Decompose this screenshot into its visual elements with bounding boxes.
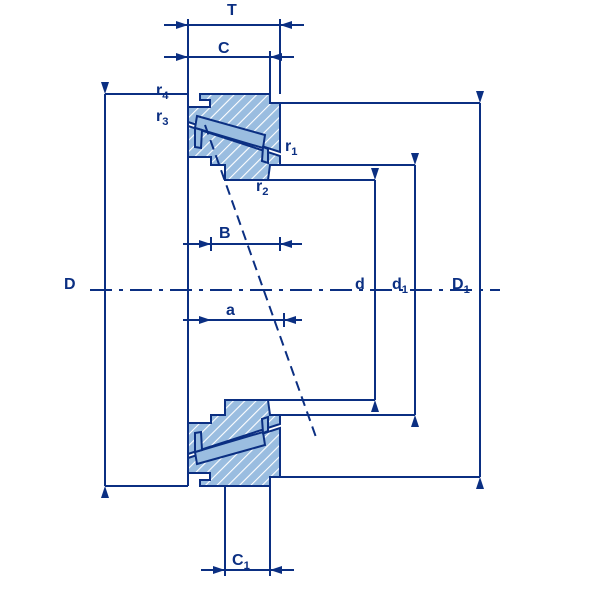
label-C: C bbox=[218, 40, 230, 58]
label-T: T bbox=[227, 2, 237, 20]
label-r4: r4 bbox=[156, 82, 168, 102]
label-r3: r3 bbox=[156, 108, 168, 128]
label-D1: D1 bbox=[452, 276, 470, 296]
label-r2: r2 bbox=[256, 178, 268, 198]
bearing-diagram bbox=[0, 0, 600, 600]
label-d1: d1 bbox=[392, 276, 408, 296]
label-D: D bbox=[64, 276, 76, 294]
label-d: d bbox=[355, 276, 365, 294]
label-B: B bbox=[219, 225, 231, 243]
label-r1: r1 bbox=[285, 138, 297, 158]
label-a: a bbox=[226, 302, 235, 320]
label-C1: C1 bbox=[232, 552, 250, 572]
